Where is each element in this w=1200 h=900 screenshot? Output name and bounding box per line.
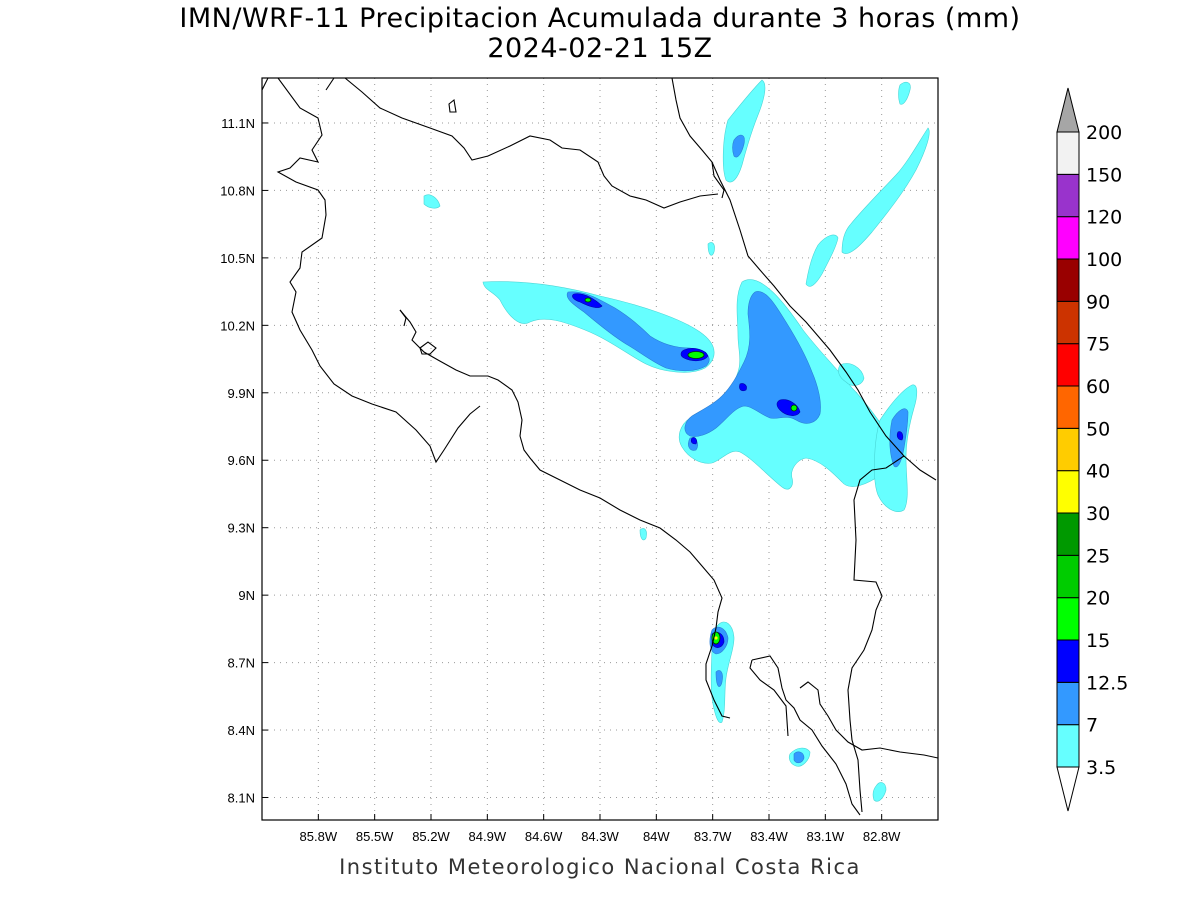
lat-tick-label: 9N xyxy=(238,588,255,603)
coastlines-borders xyxy=(262,78,938,816)
lon-tick-label: 85.5W xyxy=(356,829,394,844)
colorbar-level-label: 40 xyxy=(1086,461,1110,483)
lon-tick-label: 82.8W xyxy=(863,829,901,844)
colorbar-swatch xyxy=(1056,639,1080,683)
colorbar-level-label: 30 xyxy=(1086,503,1110,525)
lon-tick-label: 83.7W xyxy=(694,829,732,844)
lat-tick-label: 8.1N xyxy=(228,791,255,806)
lat-tick-label: 10.5N xyxy=(220,251,255,266)
colorbar-level-label: 20 xyxy=(1086,588,1110,610)
colorbar-level-label: 25 xyxy=(1086,545,1110,567)
colorbar-swatch xyxy=(1056,597,1080,641)
precip-level-3.5 xyxy=(423,79,930,802)
lon-tick-label: 84.6W xyxy=(525,829,563,844)
colorbar-level-label: 120 xyxy=(1086,207,1122,229)
colorbar-level-label: 50 xyxy=(1086,418,1110,440)
lat-tick-label: 10.8N xyxy=(220,183,255,198)
colorbar-level-label: 200 xyxy=(1086,122,1122,144)
colorbar-over-arrow xyxy=(1056,87,1080,133)
colorbar-level-label: 90 xyxy=(1086,291,1110,313)
colorbar-swatch xyxy=(1056,216,1080,260)
colorbar-swatch xyxy=(1056,258,1080,302)
colorbar-swatch xyxy=(1056,343,1080,387)
map-axes: 85.8W 85.5W 85.2W 84.9W 84.6W 84.3W 84W 83.7W 83… xyxy=(220,116,901,844)
colorbar-level-label: 75 xyxy=(1086,334,1110,356)
map-title: IMN/WRF-11 Precipitacion Acumulada duran… xyxy=(179,3,1021,34)
lat-tick-label: 9.6N xyxy=(228,453,255,468)
colorbar-level-label: 150 xyxy=(1086,164,1122,186)
colorbar-swatch xyxy=(1056,131,1080,175)
lat-tick-label: 8.7N xyxy=(228,656,255,671)
colorbar-swatch xyxy=(1056,681,1080,726)
lat-tick-label: 11.1N xyxy=(221,116,255,131)
colorbar-level-label: 15 xyxy=(1086,630,1110,652)
colorbar-swatch xyxy=(1056,512,1080,556)
colorbar-swatch xyxy=(1056,427,1080,472)
map-subtitle: 2024-02-21 15Z xyxy=(487,33,713,64)
lat-tick-label: 10.2N xyxy=(220,318,255,333)
colorbar-legend: 3.5 7 12.5 15 20 25 30 40 50 60 75 90 100 120 150 200 xyxy=(1056,87,1128,812)
lon-tick-label: 85.2W xyxy=(412,829,450,844)
lon-tick-label: 83.1W xyxy=(807,829,845,844)
lon-tick-label: 84W xyxy=(643,829,670,844)
lon-tick-label: 85.8W xyxy=(300,829,338,844)
lon-tick-label: 84.9W xyxy=(469,829,507,844)
colorbar-swatch xyxy=(1056,554,1080,599)
colorbar-level-label: 3.5 xyxy=(1086,757,1116,779)
colorbar-swatch xyxy=(1056,300,1080,345)
colorbar-swatch xyxy=(1056,173,1080,218)
lat-tick-label: 9.3N xyxy=(228,521,255,536)
lat-tick-label: 8.4N xyxy=(228,723,255,738)
credit-footer: Instituto Meteorologico Nacional Costa R… xyxy=(339,855,861,879)
lon-tick-label: 83.4W xyxy=(750,829,788,844)
colorbar-level-label: 12.5 xyxy=(1086,672,1128,694)
colorbar-swatch xyxy=(1056,470,1080,514)
lon-tick-label: 84.3W xyxy=(581,829,619,844)
precipitation-field xyxy=(423,79,930,802)
colorbar-under-arrow xyxy=(1056,766,1080,812)
colorbar-swatch xyxy=(1056,724,1080,768)
colorbar-swatch xyxy=(1056,385,1080,429)
precip-level-30 xyxy=(714,636,718,640)
colorbar-level-label: 100 xyxy=(1086,249,1122,271)
precip-level-12.5 xyxy=(572,293,904,648)
lat-tick-label: 9.9N xyxy=(228,386,255,401)
colorbar-level-label: 60 xyxy=(1086,376,1110,398)
colorbar-level-label: 7 xyxy=(1086,715,1098,737)
